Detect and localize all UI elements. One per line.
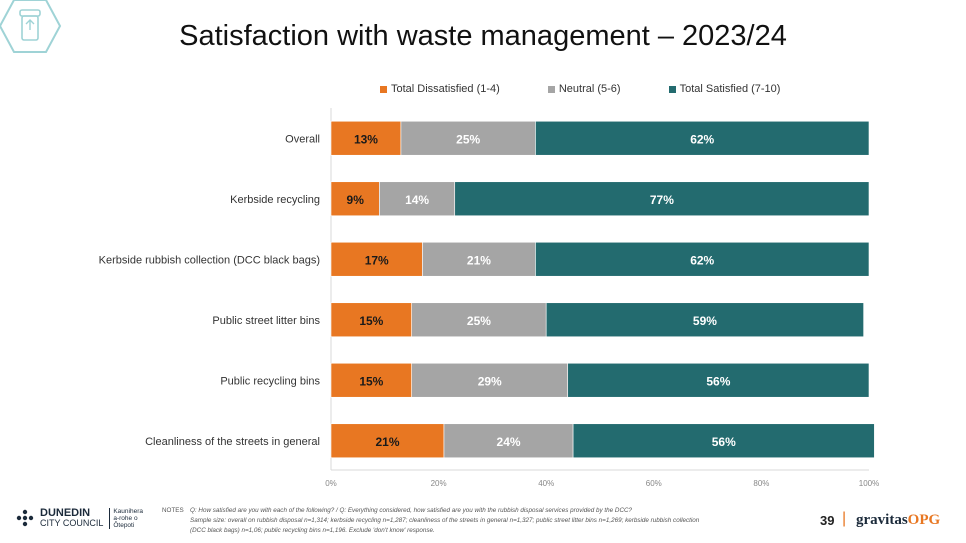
x-tick-label: 100%	[859, 479, 879, 488]
x-tick-label: 20%	[431, 479, 447, 488]
dcc-maori-line1: Kaunihera	[113, 507, 143, 515]
bar-segment	[443, 423, 574, 459]
legend-item-neutral: Neutral (5-6)	[547, 83, 621, 95]
data-label: 77%	[650, 193, 674, 207]
data-label: 13%	[354, 132, 378, 146]
bar-segment	[454, 181, 870, 217]
dcc-maori-line3: Ōtepoti	[113, 521, 135, 529]
chart-legend: Total Dissatisfied (1-4) Neutral (5-6) T…	[380, 83, 780, 95]
dcc-name-line1: DUNEDIN	[40, 507, 91, 519]
notes-label: NOTES	[162, 507, 184, 514]
bar-segment	[330, 302, 412, 338]
bar-segment	[330, 362, 412, 398]
footer-separator: |	[842, 510, 847, 527]
data-label: 62%	[690, 132, 714, 146]
data-label: 56%	[706, 374, 730, 388]
bar-segment	[545, 302, 864, 338]
bar-segment	[379, 181, 456, 217]
legend-swatch-satisfied	[668, 85, 676, 93]
legend-label-dissatisfied: Total Dissatisfied (1-4)	[391, 83, 500, 95]
legend-label-neutral: Neutral (5-6)	[558, 83, 621, 95]
footnotes: NOTES Q: How satisfied are you with each …	[162, 506, 802, 536]
category-label: Kerbside recycling	[230, 194, 320, 206]
dcc-maori-name: Kaunihera a-rohe o Ōtepoti	[109, 507, 143, 529]
legend-swatch-dissatisfied	[380, 85, 387, 93]
category-label: Public street litter bins	[212, 315, 320, 327]
data-label: 14%	[405, 193, 429, 207]
notes-line-2: Sample size: overall on rubbish disposal…	[190, 517, 700, 524]
bar-segment	[572, 423, 875, 459]
dcc-name-line2: CITY COUNCIL	[40, 518, 104, 528]
legend-item-satisfied: Total Satisfied (7-10)	[668, 83, 781, 95]
data-label: 24%	[497, 435, 521, 449]
data-label: 15%	[359, 374, 383, 388]
page-number: 39	[820, 513, 835, 528]
bar-segment	[535, 241, 870, 277]
gravitas-logo: gravitasOPG	[856, 512, 940, 529]
legend-swatch-neutral	[547, 85, 555, 93]
brand-main: gravitas	[856, 512, 908, 528]
bar-segment	[330, 423, 445, 459]
dcc-maori-line2: a-rohe o	[113, 514, 138, 522]
bar-segment	[422, 241, 536, 277]
data-label: 29%	[478, 374, 502, 388]
category-label: Kerbside rubbish collection (DCC black b…	[99, 254, 320, 266]
brand-accent: OPG	[907, 512, 941, 528]
notes-line-3: (DCC black bags) n=1,06; public recyclin…	[190, 527, 435, 534]
category-label: Public recycling bins	[220, 375, 320, 387]
data-label: 56%	[712, 435, 736, 449]
data-label: 21%	[375, 435, 399, 449]
data-label: 9%	[347, 193, 365, 207]
data-label: 62%	[690, 253, 714, 267]
legend-label-satisfied: Total Satisfied (7-10)	[679, 83, 781, 95]
stacked-bar-chart: 0% 20% 40% 60% 80% 100% Overall 13% 25% 62% Kerbsi…	[99, 108, 879, 488]
bar-segment	[535, 120, 870, 156]
category-label: Cleanliness of the streets in general	[145, 436, 320, 448]
x-tick-label: 40%	[538, 479, 554, 488]
data-label: 15%	[359, 314, 383, 328]
data-label: 59%	[693, 314, 717, 328]
x-tick-label: 60%	[646, 479, 662, 488]
x-tick-label: 80%	[753, 479, 769, 488]
recycling-bin-icon	[0, 0, 62, 53]
page-title: Satisfaction with waste management – 202…	[179, 20, 787, 52]
dcc-emblem-icon	[16, 509, 34, 527]
bar-segment	[330, 120, 402, 156]
data-label: 21%	[467, 253, 491, 267]
bar-segment	[567, 362, 870, 398]
bar-segment	[330, 181, 380, 217]
data-label: 25%	[456, 132, 480, 146]
data-label: 25%	[467, 314, 491, 328]
bar-segment	[411, 362, 569, 398]
bar-segment	[411, 302, 547, 338]
dcc-logo: DUNEDIN CITY COUNCIL Kaunihera a-rohe o …	[14, 507, 143, 529]
notes-line-1: Q: How satisfied are you with each of th…	[190, 507, 633, 514]
bar-segment	[330, 241, 423, 277]
legend-item-dissatisfied: Total Dissatisfied (1-4)	[380, 83, 500, 95]
data-label: 17%	[365, 253, 389, 267]
x-tick-label: 0%	[325, 479, 337, 488]
category-label: Overall	[285, 133, 320, 145]
bar-segment	[400, 120, 536, 156]
